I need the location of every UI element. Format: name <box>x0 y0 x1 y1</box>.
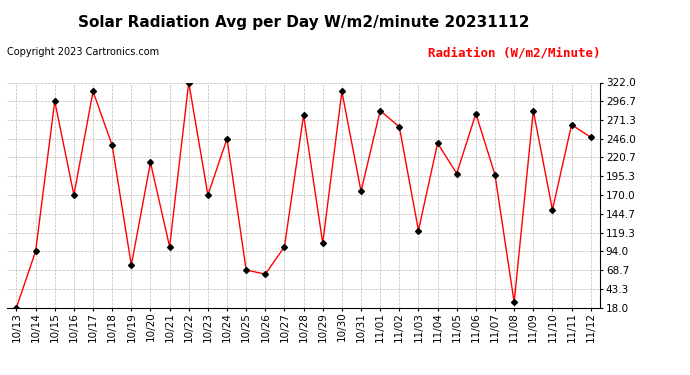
Text: Copyright 2023 Cartronics.com: Copyright 2023 Cartronics.com <box>7 47 159 57</box>
Text: Solar Radiation Avg per Day W/m2/minute 20231112: Solar Radiation Avg per Day W/m2/minute … <box>78 15 529 30</box>
Text: Radiation (W/m2/Minute): Radiation (W/m2/Minute) <box>428 47 600 60</box>
